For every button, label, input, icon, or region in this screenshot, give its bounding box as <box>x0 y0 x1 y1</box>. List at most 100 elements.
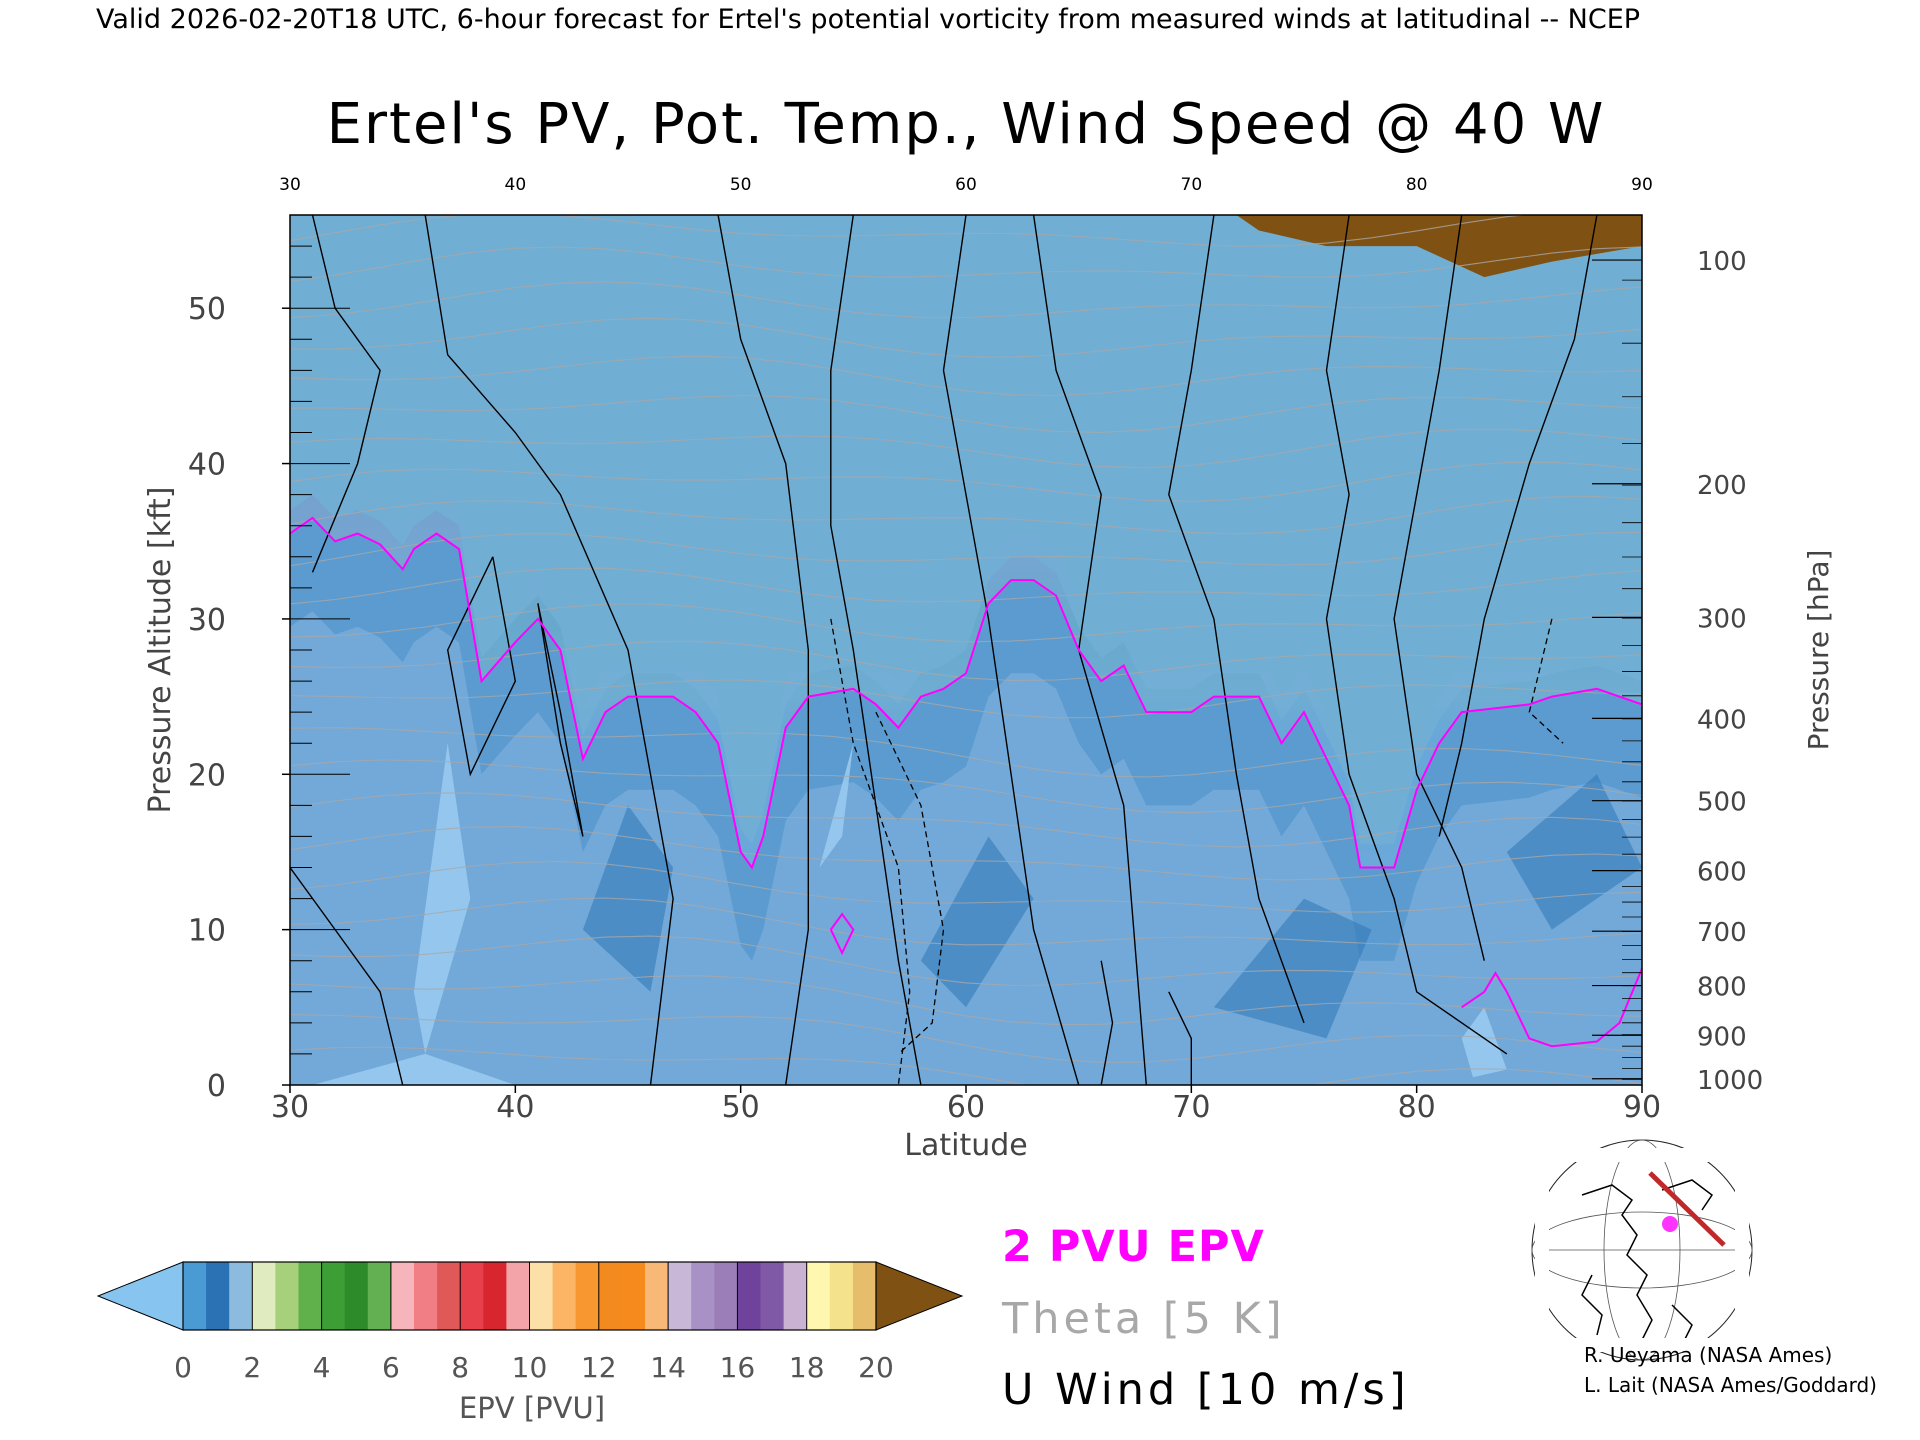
epv-low-patch <box>312 1053 516 1085</box>
theta-contour <box>290 759 1642 814</box>
u-wind-contour <box>446 556 517 777</box>
x-tick-label: 30 <box>271 1090 309 1125</box>
x-tick-label-top: 60 <box>955 175 977 195</box>
pressure-tick-label: 200 <box>1697 471 1747 501</box>
theta-contour <box>290 461 1642 502</box>
u-wind-contour <box>1438 215 1598 837</box>
colorbar-swatch <box>506 1262 530 1330</box>
legend-entry: Theta [5 K] <box>1001 1294 1286 1344</box>
map-point <box>1662 1216 1678 1232</box>
colorbar-swatch <box>252 1262 276 1330</box>
u-wind-contour <box>290 867 404 1085</box>
colorbar-swatch <box>229 1262 253 1330</box>
u-wind-contour <box>537 603 584 837</box>
u-wind-contour <box>311 215 381 573</box>
colorbar-swatch <box>852 1262 877 1330</box>
colorbar-tick-label: 2 <box>243 1351 261 1384</box>
u-wind-contour <box>830 215 922 1085</box>
colorbar-under-arrow <box>96 1261 184 1331</box>
y-tick-label: 20 <box>188 758 226 793</box>
y-tick-label: 10 <box>188 914 226 949</box>
epv-field <box>290 215 1642 1085</box>
epv-band <box>290 215 1642 868</box>
theta-contour <box>290 317 1642 358</box>
colorbar-tick-label: 12 <box>581 1351 617 1384</box>
pressure-tick-label: 800 <box>1697 973 1747 1003</box>
credit-line-2: L. Lait (NASA Ames/Goddard) <box>1584 1373 1877 1397</box>
epv-low-patch <box>1461 1007 1507 1078</box>
epv-colorbar: 0 2 4 6 8 10 12 14 16 18 20 <box>96 1261 964 1384</box>
epv-low-patch <box>819 743 854 868</box>
x-tick-label: 50 <box>722 1090 760 1125</box>
epv-dark-patch <box>920 836 1034 1008</box>
theta-contour <box>290 281 1642 319</box>
theta-contour <box>290 640 1642 682</box>
pressure-tick-label: 400 <box>1697 705 1747 735</box>
colorbar-swatch <box>714 1262 738 1330</box>
theta-contour <box>290 826 1642 881</box>
colorbar-swatch <box>783 1262 808 1330</box>
colorbar-swatch <box>414 1262 438 1330</box>
y-tick-label: 40 <box>188 448 226 483</box>
x-tick-label: 60 <box>947 1090 985 1125</box>
x-tick-label-top: 30 <box>279 175 301 195</box>
theta-contour <box>290 935 1642 986</box>
pressure-tick-label: 700 <box>1697 918 1747 948</box>
pressure-tick-label: 300 <box>1697 604 1747 634</box>
u-wind-contour <box>424 215 674 1085</box>
chart-title: Ertel's PV, Pot. Temp., Wind Speed @ 40 … <box>327 92 1606 157</box>
x-tick-label-top: 50 <box>730 175 752 195</box>
pressure-tick-label: 500 <box>1697 788 1747 818</box>
theta-contour <box>290 246 1642 282</box>
pv-2pvu-contour-loop <box>829 912 855 956</box>
pressure-tick-label: 600 <box>1697 858 1747 888</box>
colorbar-swatch <box>598 1262 623 1330</box>
theta-contour <box>290 495 1642 535</box>
y-tick-label: 0 <box>207 1069 226 1104</box>
colorbar-swatch <box>691 1262 715 1330</box>
colorbar-tick-label: 8 <box>451 1351 469 1384</box>
map-graticule <box>1531 1211 1753 1289</box>
theta-contour <box>290 603 1642 643</box>
u-wind-contour <box>1032 215 1147 1085</box>
valid-time-line: Valid 2026-02-20T18 UTC, 6-hour forecast… <box>96 4 1640 35</box>
colorbar-swatch <box>460 1262 484 1330</box>
epv-dark-patch <box>1506 774 1642 930</box>
x-tick-label: 80 <box>1398 1090 1436 1125</box>
plot-area <box>290 215 1642 1085</box>
colorbar-swatch <box>298 1262 323 1330</box>
colorbar-tick-label: 4 <box>313 1351 331 1384</box>
y-tick-label: 30 <box>188 603 226 638</box>
u-wind-contours <box>290 215 1598 1085</box>
colorbar-swatch <box>275 1262 299 1330</box>
u-wind-contour <box>1100 960 1114 1085</box>
colorbar-label: EPV [PVU] <box>459 1391 605 1425</box>
theta-contours <box>290 215 1642 1085</box>
x-axis-label: Latitude <box>904 1128 1027 1163</box>
u-wind-contour <box>942 215 1080 1085</box>
colorbar-swatch <box>206 1262 230 1330</box>
u-wind-contour <box>1325 215 1508 1055</box>
colorbar-swatch <box>483 1262 507 1330</box>
legend-entry: 2 PVU EPV <box>1002 1222 1265 1272</box>
theta-contour <box>290 215 1529 247</box>
colorbar-swatch <box>344 1262 369 1330</box>
theta-contour <box>290 792 1642 848</box>
colorbar-swatch <box>183 1262 207 1330</box>
u-wind-contour-negative <box>1528 618 1564 744</box>
colorbar-swatch <box>575 1262 600 1330</box>
pv-2pvu-contour-low <box>1461 968 1642 1048</box>
inset-map <box>1531 1139 1753 1361</box>
theta-contour <box>290 679 1642 719</box>
theta-contour <box>290 428 1642 469</box>
pressure-tick-label: 1000 <box>1697 1066 1763 1096</box>
theta-contour <box>290 897 1642 946</box>
theta-contour <box>290 1014 1642 1063</box>
map-coastlines <box>1581 1179 1714 1346</box>
legend-entry: U Wind [10 m/s] <box>1002 1365 1410 1415</box>
theta-contour <box>290 727 1642 778</box>
colorbar-tick-label: 10 <box>512 1351 548 1384</box>
x-tick-label-top: 40 <box>505 175 527 195</box>
theta-contour <box>290 860 1642 913</box>
